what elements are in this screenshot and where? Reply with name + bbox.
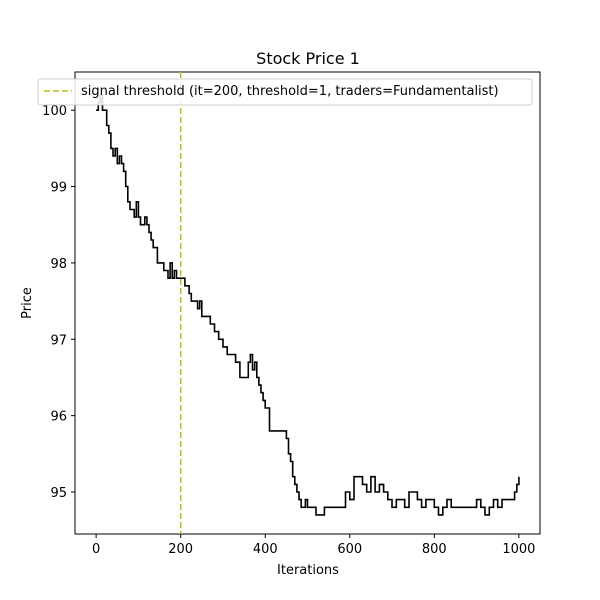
y-axis: 95 96 97 98 99 100: [42, 104, 75, 501]
y-tick-label: 98: [50, 257, 67, 272]
y-tick-label: 99: [50, 181, 67, 196]
y-tick-label: 97: [50, 333, 67, 348]
y-tick-label: 100: [42, 104, 67, 119]
x-tick-label: 1000: [502, 542, 535, 557]
plot-frame: [74, 71, 541, 535]
x-axis: 0 200 400 600 800 1000: [92, 534, 535, 557]
legend-box: [37, 78, 533, 106]
legend-label: signal threshold (it=200, threshold=1, t…: [81, 84, 499, 99]
x-tick-label: 200: [168, 542, 193, 557]
x-tick-label: 400: [253, 542, 278, 557]
y-tick-label: 96: [50, 410, 67, 425]
x-tick-label: 600: [337, 542, 362, 557]
y-tick-label: 95: [50, 486, 67, 501]
x-axis-title: Iterations: [277, 563, 339, 578]
price-series-line: [96, 94, 520, 516]
legend: signal threshold (it=200, threshold=1, t…: [37, 78, 533, 106]
chart-title: Stock Price 1: [256, 49, 360, 68]
x-tick-label: 0: [92, 542, 100, 557]
y-axis-title: Price: [20, 287, 35, 319]
x-tick-label: 800: [422, 542, 447, 557]
